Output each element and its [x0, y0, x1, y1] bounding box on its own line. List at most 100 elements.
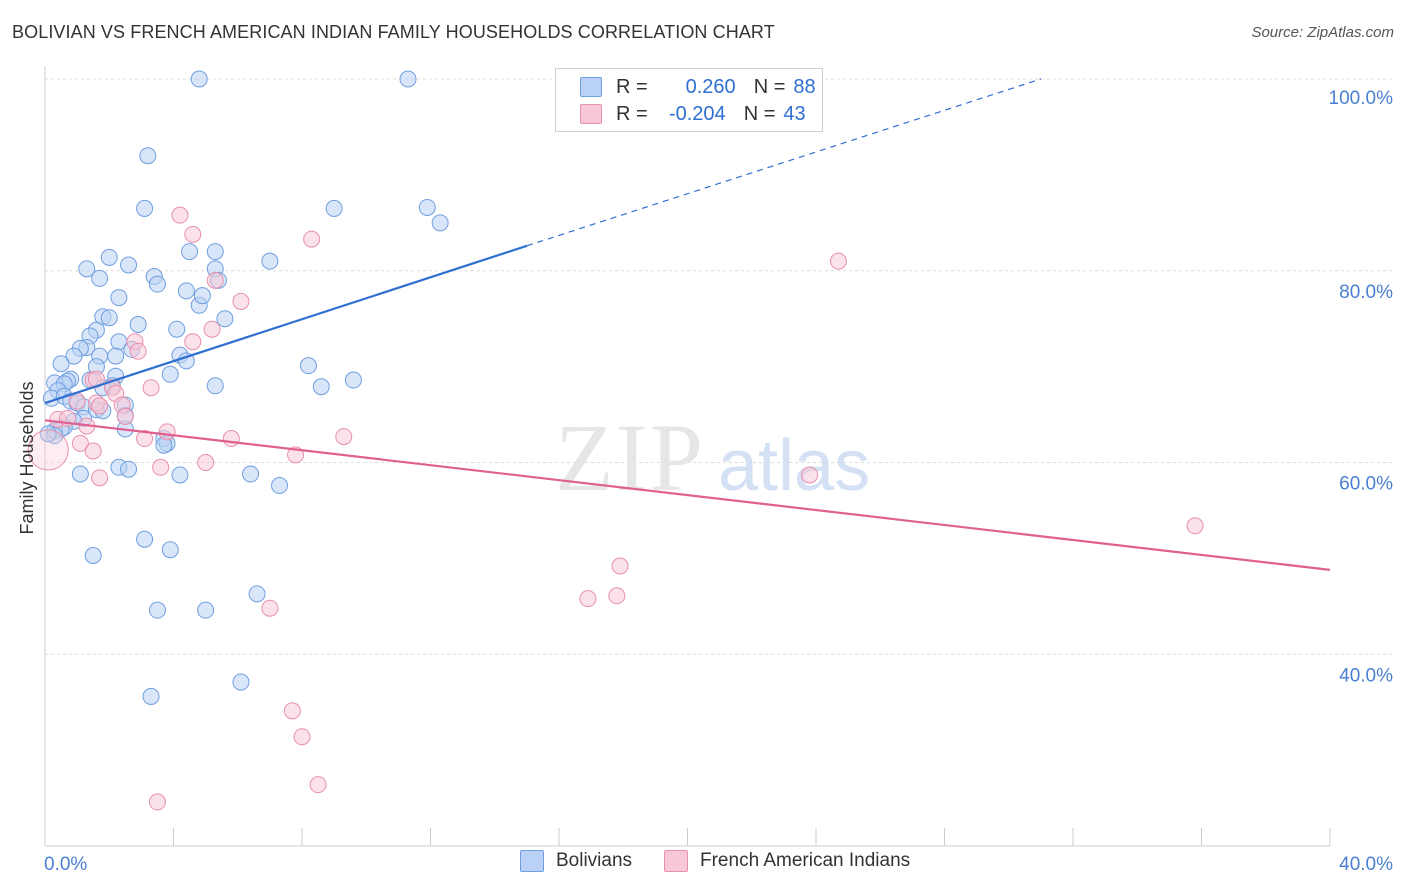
bolivian-point [242, 465, 260, 483]
bolivian-point [399, 70, 417, 88]
legend-r-value: -0.204 [668, 102, 726, 125]
axes [44, 66, 1331, 847]
french-american-indian-point [129, 342, 147, 360]
bolivian-point [129, 315, 147, 333]
french-american-indian-point [203, 320, 221, 338]
bolivian-point [91, 269, 109, 287]
series-legend: Bolivians French American Indians [0, 850, 1406, 880]
bolivian-point [52, 355, 70, 373]
bolivian-point [39, 425, 57, 443]
bolivian-point [168, 320, 186, 338]
french-american-indian-point [283, 702, 301, 720]
french-american-indian-point [232, 292, 250, 310]
french-american-indian-point [829, 252, 847, 270]
x-tick-label: 0.0% [44, 854, 87, 875]
french-american-indian-point [136, 430, 154, 448]
legend-swatch-pink [580, 104, 602, 124]
french-american-indian-point [303, 230, 321, 248]
french-american-indian-point [184, 333, 202, 351]
french-american-indian-point [148, 793, 166, 811]
bolivian-point [136, 199, 154, 217]
french-american-indian-point [222, 430, 240, 448]
y-tick-label: 80.0% [1339, 282, 1393, 303]
gridlines [45, 78, 1392, 655]
bolivian-point [248, 585, 266, 603]
legend-n-value: 88 [793, 75, 816, 98]
bolivians-trend-extension [526, 78, 1042, 247]
bolivian-point [177, 282, 195, 300]
bolivian-point [65, 347, 83, 365]
legend-item-bolivians[interactable]: Bolivians [520, 850, 632, 872]
french-american-indian-point [171, 206, 189, 224]
french-american-indian-point [335, 428, 353, 446]
bolivian-point [78, 260, 96, 278]
stats-legend: R = 0.260 N = 88 R = -0.204 N = 43 [555, 68, 823, 132]
bolivian-point [148, 601, 166, 619]
bolivians-points [39, 70, 449, 705]
bolivian-point [161, 541, 179, 559]
french-american-indian-point [116, 407, 134, 425]
bolivian-point [299, 357, 317, 375]
bolivian-point [232, 673, 250, 691]
bolivian-point [177, 352, 195, 370]
french-american-indian-point [293, 728, 311, 746]
french-american-indians-trend-line [44, 419, 1331, 571]
french-american-indian-point [801, 466, 819, 484]
bolivian-point [110, 289, 128, 307]
bolivian-point [312, 378, 330, 396]
french-american-indian-point [261, 599, 279, 617]
tick-labels: 40.0%60.0%80.0%100.0%100.0%0.0%40.0% [44, 88, 1393, 875]
trend-lines [44, 78, 1331, 571]
french-american-indian-point [309, 776, 327, 794]
y-tick-label: 60.0% [1339, 474, 1393, 495]
bolivian-point [206, 243, 224, 261]
bolivian-point [197, 601, 215, 619]
bolivian-point [181, 243, 199, 261]
bolivians-trend-line [44, 244, 528, 405]
bolivian-point [107, 347, 125, 365]
legend-item-french-american-indians[interactable]: French American Indians [664, 850, 910, 872]
french-american-indian-point [1186, 517, 1204, 535]
bolivian-point [271, 477, 289, 495]
bolivian-point [84, 546, 102, 564]
french-american-indian-point [91, 397, 109, 415]
bolivian-point [418, 198, 436, 216]
legend-swatch-blue [580, 77, 602, 97]
french-american-indian-point [27, 429, 69, 471]
legend-n-label: N = [743, 102, 776, 125]
french-american-indian-point [91, 469, 109, 487]
bolivian-point [142, 687, 160, 705]
bolivian-point [171, 466, 189, 484]
french-american-indian-point [142, 379, 160, 397]
french-american-indian-point [152, 458, 170, 476]
bolivian-point [161, 365, 179, 383]
bolivian-point [261, 252, 279, 270]
french-american-indian-point [197, 454, 215, 471]
bolivian-point [206, 377, 224, 395]
french-american-indian-point [206, 271, 224, 289]
legend-row-bolivians: R = 0.260 N = 88 [580, 74, 816, 100]
legend-r-label: R = [616, 75, 648, 98]
legend-swatch-pink [664, 850, 688, 872]
y-axis-label: Family Households [17, 381, 37, 534]
french-american-indian-point [608, 587, 626, 605]
bolivian-point [71, 465, 89, 483]
x-tick-label: 40.0% [1339, 854, 1393, 875]
french-american-indian-point [158, 423, 176, 441]
chart-title: BOLIVIAN VS FRENCH AMERICAN INDIAN FAMIL… [12, 22, 775, 42]
bolivian-point [136, 530, 154, 548]
bolivian-point [190, 70, 208, 88]
french-american-indian-point [579, 590, 597, 608]
source-credit: Source: ZipAtlas.com [1251, 24, 1394, 41]
bolivian-point [325, 199, 343, 217]
legend-r-label: R = [616, 102, 648, 125]
y-tick-label: 100.0% [1329, 88, 1394, 109]
french-american-indian-point [611, 557, 629, 575]
legend-label-bolivians: Bolivians [556, 850, 633, 871]
legend-r-value: 0.260 [685, 75, 736, 98]
watermark-atlas: atlas [718, 426, 870, 506]
bolivian-point [100, 309, 118, 327]
legend-n-label: N = [753, 75, 786, 98]
legend-label-french-american-indians: French American Indians [700, 850, 911, 871]
